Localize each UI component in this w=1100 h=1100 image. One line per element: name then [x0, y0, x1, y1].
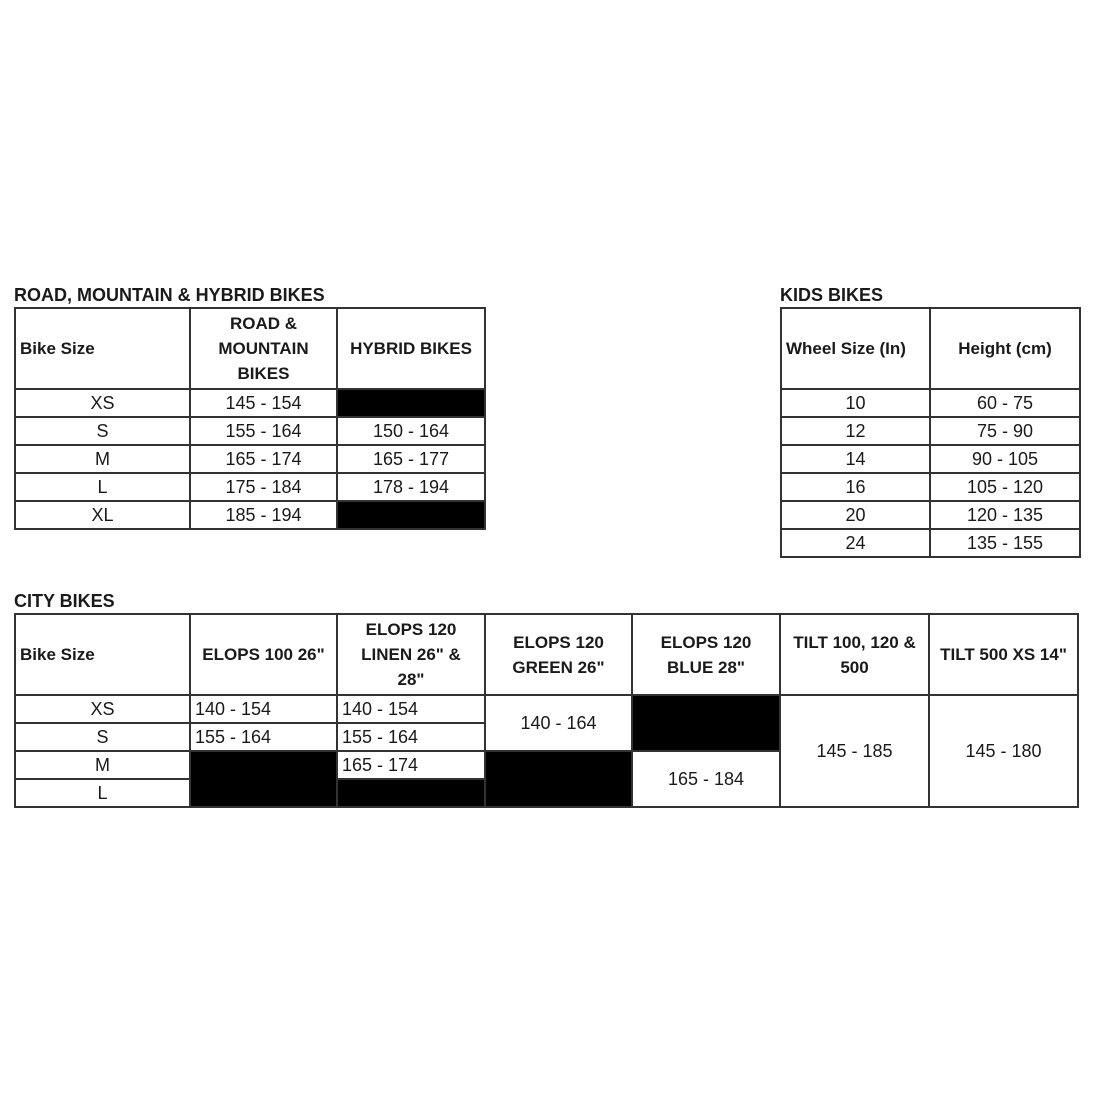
size-cell: M: [14, 444, 191, 474]
range-cell: 140 - 154: [189, 694, 338, 724]
wheel-size-cell: 24: [780, 528, 931, 558]
range-cell-merged: 140 - 164: [484, 694, 633, 752]
city-header-tilt-500-xs: TILT 500 XS 14": [928, 613, 1079, 696]
city-bikes-table: Bike Size ELOPS 100 26" ELOPS 120 LINEN …: [14, 613, 1079, 808]
size-cell: S: [14, 722, 191, 752]
range-cell: 185 - 194: [189, 500, 338, 530]
header-row: Wheel Size (In) Height (cm): [780, 307, 1081, 390]
table-row: M 165 - 174 165 - 184: [14, 750, 1078, 808]
size-cell: L: [14, 472, 191, 502]
wheel-size-cell: 10: [780, 388, 931, 418]
city-header-tilt-100-120-500: TILT 100, 120 & 500: [779, 613, 930, 696]
road-table-title: ROAD, MOUNTAIN & HYBRID BIKES: [14, 285, 325, 305]
city-header-elops-100: ELOPS 100 26": [189, 613, 338, 696]
range-cell: 75 - 90: [929, 416, 1081, 446]
table-row: 12 75 - 90: [780, 416, 1081, 446]
table-row: XS 140 - 154 140 - 154 140 - 164 145 - 1…: [14, 694, 1079, 808]
range-cell: 165 - 174: [189, 444, 338, 474]
range-cell: 60 - 75: [929, 388, 1081, 418]
unavailable-cell: [484, 750, 633, 808]
range-cell-merged: 145 - 180: [928, 694, 1079, 808]
kids-header-wheel-size: Wheel Size (In): [780, 307, 931, 390]
table-row: 14 90 - 105: [780, 444, 1081, 474]
table-row: M 165 - 174 165 - 177: [14, 444, 486, 474]
range-cell: 165 - 177: [336, 444, 486, 474]
size-cell: S: [14, 416, 191, 446]
road-mountain-hybrid-section: ROAD, MOUNTAIN & HYBRID BIKES Bike Size …: [14, 285, 486, 530]
road-header-hybrid: HYBRID BIKES: [336, 307, 486, 390]
city-header-elops-120-blue: ELOPS 120 BLUE 28": [631, 613, 781, 696]
table-row: XL 185 - 194: [14, 500, 486, 530]
table-row: 10 60 - 75: [780, 388, 1081, 418]
unavailable-cell: [631, 694, 781, 752]
unavailable-cell: [336, 388, 486, 418]
unavailable-cell: [336, 778, 486, 808]
size-cell: XS: [14, 694, 191, 724]
table-row: L: [14, 778, 1078, 808]
city-header-elops-120-green: ELOPS 120 GREEN 26": [484, 613, 633, 696]
table-row: XS 145 - 154: [14, 388, 486, 418]
table-row: S 155 - 164 150 - 164: [14, 416, 486, 446]
size-cell: XS: [14, 388, 191, 418]
wheel-size-cell: 16: [780, 472, 931, 502]
table-row: S 155 - 164 155 - 164: [14, 722, 1078, 752]
range-cell: 140 - 154: [336, 694, 486, 724]
header-row: Bike Size ELOPS 100 26" ELOPS 120 LINEN …: [14, 613, 1079, 696]
range-cell: 105 - 120: [929, 472, 1081, 502]
range-cell: 155 - 164: [189, 416, 338, 446]
range-cell: 145 - 154: [189, 388, 338, 418]
range-cell: 155 - 164: [189, 722, 338, 752]
range-cell: 120 - 135: [929, 500, 1081, 530]
size-cell: M: [14, 750, 191, 780]
city-bikes-section: CITY BIKES Bike Size ELOPS 100 26" ELOPS…: [14, 591, 1079, 808]
city-header-elops-120-linen: ELOPS 120 LINEN 26" & 28": [336, 613, 486, 696]
range-cell: 150 - 164: [336, 416, 486, 446]
range-cell-merged: 145 - 185: [779, 694, 930, 808]
kids-header-height: Height (cm): [929, 307, 1081, 390]
table-row: 16 105 - 120: [780, 472, 1081, 502]
road-bikes-table: Bike Size ROAD & MOUNTAIN BIKES HYBRID B…: [14, 307, 486, 530]
city-table-title: CITY BIKES: [14, 591, 115, 611]
road-header-road-mountain: ROAD & MOUNTAIN BIKES: [189, 307, 338, 390]
size-cell: L: [14, 778, 191, 808]
wheel-size-cell: 14: [780, 444, 931, 474]
city-header-bike-size: Bike Size: [14, 613, 191, 696]
kids-bikes-table: Wheel Size (In) Height (cm) 10 60 - 75 1…: [780, 307, 1081, 558]
range-cell: 175 - 184: [189, 472, 338, 502]
table-row: 24 135 - 155: [780, 528, 1081, 558]
kids-bikes-section: KIDS BIKES Wheel Size (In) Height (cm) 1…: [780, 285, 1081, 558]
range-cell: 90 - 105: [929, 444, 1081, 474]
wheel-size-cell: 12: [780, 416, 931, 446]
wheel-size-cell: 20: [780, 500, 931, 530]
range-cell: 165 - 174: [336, 750, 486, 780]
unavailable-cell: [189, 750, 338, 808]
unavailable-cell: [336, 500, 486, 530]
range-cell-merged: 165 - 184: [631, 750, 781, 808]
range-cell: 155 - 164: [336, 722, 486, 752]
range-cell: 178 - 194: [336, 472, 486, 502]
header-row: Bike Size ROAD & MOUNTAIN BIKES HYBRID B…: [14, 307, 486, 390]
size-cell: XL: [14, 500, 191, 530]
kids-table-title: KIDS BIKES: [780, 285, 884, 305]
road-header-bike-size: Bike Size: [14, 307, 191, 390]
table-row: L 175 - 184 178 - 194: [14, 472, 486, 502]
table-row: 20 120 - 135: [780, 500, 1081, 530]
range-cell: 135 - 155: [929, 528, 1081, 558]
